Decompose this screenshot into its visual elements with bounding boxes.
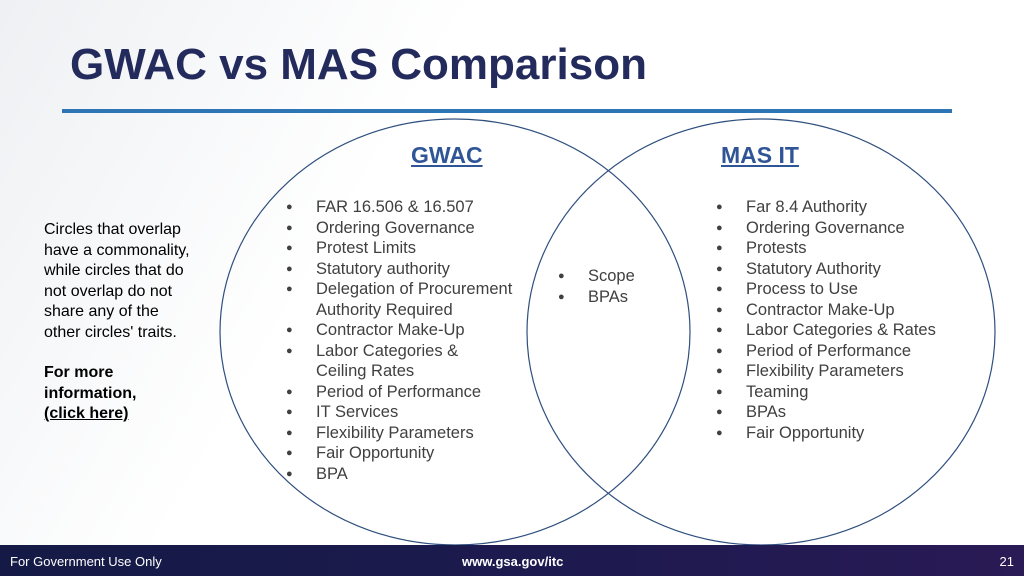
footer-left: For Government Use Only — [10, 554, 162, 569]
list-item: BPAs — [716, 402, 936, 423]
title: GWAC vs MAS Comparison — [70, 40, 647, 89]
list-item: Process to Use — [716, 279, 936, 300]
list-item: IT Services — [286, 402, 512, 423]
description: Circles that overlap have a commonality,… — [44, 221, 190, 341]
list-item: FAR 16.506 & 16.507 — [286, 197, 512, 218]
gwac-heading: GWAC — [411, 142, 483, 168]
sidebar: Circles that overlap have a commonality,… — [44, 220, 196, 425]
list-item: Period of Performance — [286, 382, 512, 403]
item-line: Labor Categories & — [316, 341, 459, 360]
list-item: Ordering Governance — [286, 218, 512, 239]
info-link[interactable]: (click here) — [44, 405, 129, 422]
item-line: Ceiling Rates — [316, 362, 415, 380]
title-rule — [62, 109, 952, 113]
list-item: Scope — [558, 266, 635, 287]
item-line: Authority Required — [316, 300, 453, 319]
list-item: Far 8.4 Authority — [716, 197, 936, 218]
page-number: 21 — [999, 554, 1014, 569]
gwac-list: FAR 16.506 & 16.507Ordering GovernancePr… — [286, 197, 512, 484]
footer-url: www.gsa.gov/itc — [462, 554, 564, 569]
list-item: Statutory authority — [286, 259, 512, 280]
item-line: Delegation of Procurement — [316, 280, 513, 298]
list-item: Teaming — [716, 382, 936, 403]
mas-heading: MAS IT — [721, 142, 799, 168]
more-info: For more information, — [44, 364, 137, 402]
list-item: BPAs — [558, 287, 635, 308]
list-item: Fair Opportunity — [716, 423, 936, 444]
list-item: Period of Performance — [716, 341, 936, 362]
list-item: Delegation of Procurement Authority Requi… — [286, 279, 512, 320]
list-item: Ordering Governance — [716, 218, 936, 239]
mas-list: Far 8.4 AuthorityOrdering GovernanceProt… — [716, 197, 936, 443]
overlap-list: ScopeBPAs — [558, 266, 635, 307]
list-item: Labor Categories & Ceiling Rates — [286, 341, 512, 382]
list-item: Protest Limits — [286, 238, 512, 259]
list-item: Statutory Authority — [716, 259, 936, 280]
list-item: Flexibility Parameters — [716, 361, 936, 382]
footer: For Government Use Only www.gsa.gov/itc … — [0, 545, 1024, 576]
list-item: Protests — [716, 238, 936, 259]
list-item: BPA — [286, 464, 512, 485]
list-item: Flexibility Parameters — [286, 423, 512, 444]
list-item: Labor Categories & Rates — [716, 320, 936, 341]
list-item: Fair Opportunity — [286, 443, 512, 464]
list-item: Contractor Make-Up — [286, 320, 512, 341]
list-item: Contractor Make-Up — [716, 300, 936, 321]
